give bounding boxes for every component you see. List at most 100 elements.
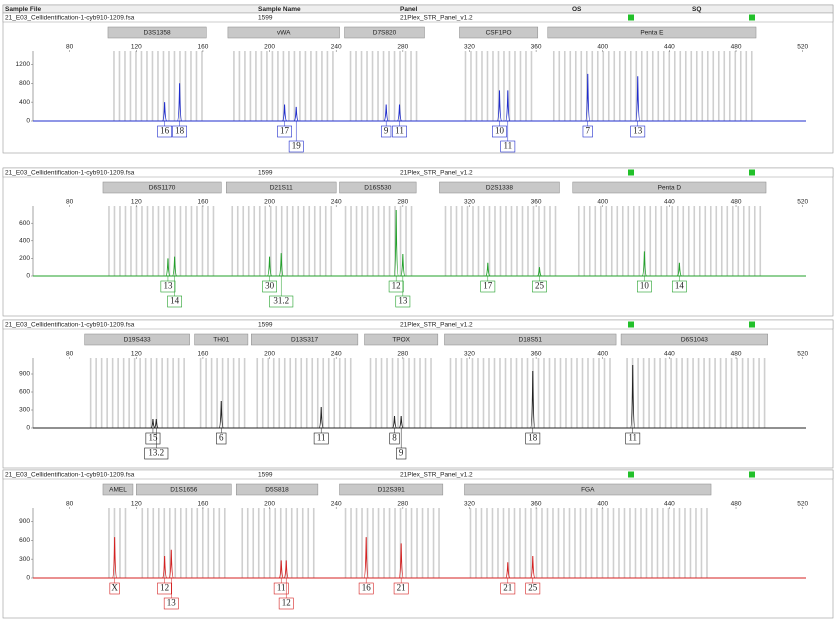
y-tick-label: 300 [19, 407, 30, 414]
peak [393, 209, 399, 277]
x-tick-label: 80 [66, 501, 74, 508]
peak [293, 106, 299, 122]
peak [111, 537, 118, 579]
allele-label: 18 [175, 126, 185, 136]
peak [392, 415, 397, 429]
x-tick-label: 320 [464, 199, 475, 206]
allele-label: 17 [280, 126, 290, 136]
status-flag [749, 14, 755, 21]
allele-box [277, 125, 292, 138]
status-flag [749, 169, 755, 176]
peak [630, 364, 636, 429]
allele-box [625, 432, 641, 445]
marker-name: D7S820 [373, 30, 397, 37]
y-tick-label: 300 [19, 556, 30, 563]
allele-label: 25 [535, 281, 545, 291]
peak [530, 555, 536, 579]
panel-name: 21Plex_STR_Panel_v1.2 [400, 170, 473, 177]
status-flag [749, 321, 755, 328]
peak [282, 104, 288, 122]
x-tick-label: 520 [797, 501, 808, 508]
allele-label: 13 [163, 281, 173, 291]
x-tick-label: 320 [464, 351, 475, 358]
peak [496, 90, 503, 122]
peak [278, 560, 284, 579]
allele-box [358, 582, 374, 595]
allele-label: 16 [160, 126, 170, 136]
allele-box [145, 432, 161, 445]
y-tick-label: 200 [19, 255, 30, 262]
allele-box [500, 582, 516, 595]
marker-bin [339, 181, 417, 194]
allele-label: 12 [282, 598, 291, 608]
allele-box [395, 295, 411, 308]
peak [165, 258, 171, 277]
column-header: SQ [692, 6, 701, 13]
allele-box [381, 125, 392, 138]
marker-bin [194, 333, 249, 346]
marker-bin [227, 26, 340, 39]
peak [218, 400, 224, 429]
marker-bin [547, 26, 757, 39]
marker-bin [102, 483, 134, 496]
allele-label: X [111, 583, 118, 593]
x-tick-label: 440 [664, 351, 675, 358]
allele-box [392, 125, 407, 138]
marker-bin [102, 181, 222, 194]
status-flag [628, 321, 634, 328]
marker-name: CSF1PO [486, 30, 512, 37]
marker-bin [250, 333, 359, 346]
x-tick-label: 360 [531, 351, 542, 358]
x-tick-label: 120 [131, 501, 142, 508]
status-flag [628, 471, 634, 478]
x-tick-label: 480 [731, 44, 742, 51]
x-tick-label: 280 [397, 351, 408, 358]
marker-name: Penta E [640, 30, 664, 37]
allele-box [109, 582, 120, 595]
allele-label: 31.2 [273, 296, 289, 306]
column-header: Panel [400, 6, 418, 13]
x-tick-label: 240 [331, 44, 342, 51]
y-tick-label: 0 [26, 425, 30, 432]
x-tick-label: 400 [597, 44, 608, 51]
allele-box [157, 582, 173, 595]
x-tick-label: 480 [731, 501, 742, 508]
peak [398, 415, 404, 429]
y-tick-label: 900 [19, 371, 30, 378]
allele-box [637, 280, 652, 293]
x-tick-label: 120 [131, 351, 142, 358]
allele-box [278, 597, 294, 610]
peak [383, 104, 389, 122]
panel-name: 21Plex_STR_Panel_v1.2 [400, 322, 473, 329]
peak [266, 256, 273, 277]
allele-label: 21 [397, 583, 406, 593]
allele-box [273, 582, 289, 595]
marker-bin [339, 483, 444, 496]
y-tick-label: 0 [26, 575, 30, 582]
allele-box [262, 280, 277, 293]
allele-label: 13 [398, 296, 408, 306]
marker-name: D12S391 [378, 487, 405, 494]
marker-name: TPOX [392, 337, 410, 344]
marker-bin [620, 333, 768, 346]
allele-box [671, 280, 687, 293]
x-tick-label: 320 [464, 501, 475, 508]
x-tick-label: 200 [264, 351, 275, 358]
sample-name: 1599 [258, 15, 273, 22]
allele-box [389, 432, 400, 445]
allele-box [288, 140, 304, 153]
panel: 21_E03_Cellidentification-1-cyb910-1209.… [2, 319, 834, 469]
x-tick-label: 200 [264, 44, 275, 51]
panel: 21_E03_Cellidentification-1-cyb910-1209.… [2, 167, 834, 317]
allele-label: 30 [265, 281, 275, 291]
status-flag [749, 471, 755, 478]
column-header: OS [572, 6, 582, 13]
marker-bin [136, 483, 232, 496]
x-tick-label: 440 [664, 199, 675, 206]
x-tick-label: 80 [66, 199, 74, 206]
x-tick-label: 360 [531, 501, 542, 508]
y-tick-label: 600 [19, 537, 30, 544]
allele-label: 6 [219, 433, 224, 443]
marker-name: D18S51 [519, 337, 543, 344]
